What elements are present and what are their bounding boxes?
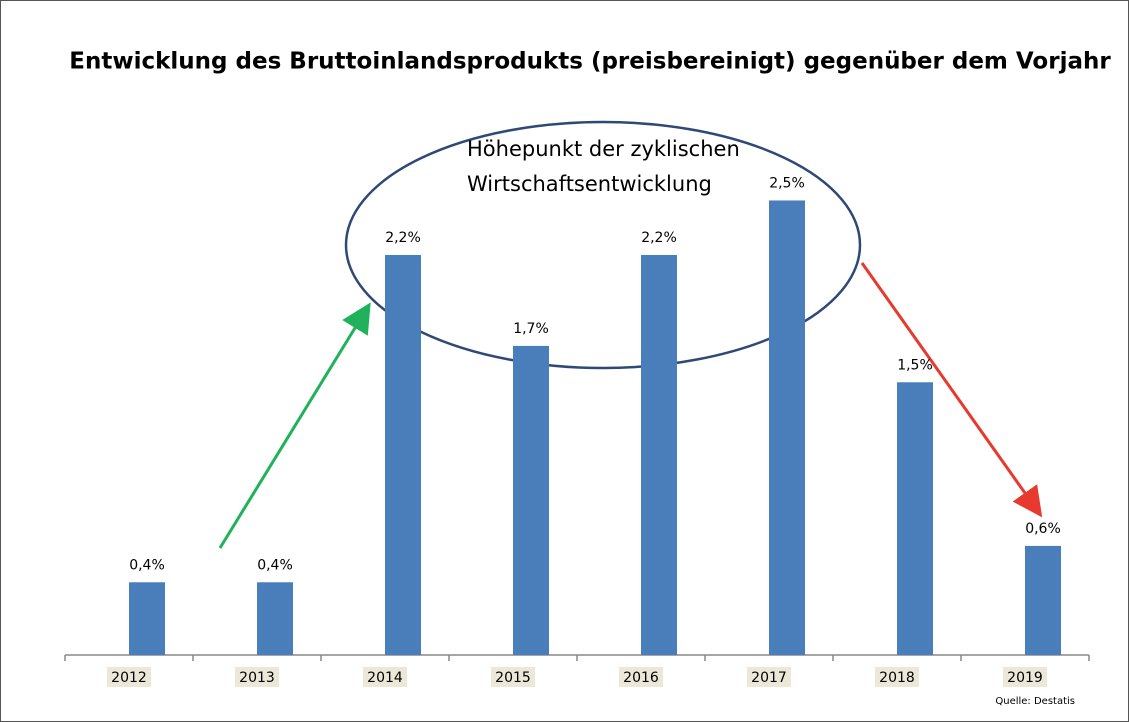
label-bg [619, 667, 663, 687]
label-bg [875, 667, 919, 687]
label-bg [235, 667, 279, 687]
bar [385, 255, 421, 655]
value-label: 2,2% [641, 230, 677, 246]
x-tick-label: 2013 [239, 670, 275, 686]
value-label: 0,4% [129, 557, 165, 573]
bar [1025, 545, 1061, 655]
value-label: 2,5% [769, 175, 805, 191]
x-tick-label: 2014 [367, 670, 403, 686]
x-tick-label: 2018 [879, 670, 915, 686]
highlight-ellipse [344, 120, 862, 370]
x-tick-label: 2019 [1007, 670, 1043, 686]
value-label: 2,2% [385, 230, 421, 246]
bar [897, 382, 933, 655]
value-label: 1,7% [513, 321, 549, 337]
value-label: 1,5% [897, 357, 933, 373]
x-tick-label: 2015 [495, 670, 531, 686]
label-bg [1003, 667, 1047, 687]
x-tick-label: 2017 [751, 670, 787, 686]
label-bg [747, 667, 791, 687]
chart-title: Entwicklung des Bruttoinlandsprodukts (p… [69, 49, 1111, 75]
annotation: Höhepunkt der zyklischen [467, 137, 740, 161]
rise-arrow [218, 302, 371, 549]
bar [513, 345, 549, 655]
source: Quelle: Destatis [995, 696, 1075, 707]
value-label: 0,6% [1025, 521, 1061, 537]
value-label: 0,4% [257, 557, 293, 573]
label-bg [107, 667, 151, 687]
annotation: Wirtschaftsentwicklung [467, 172, 712, 196]
bar [769, 200, 805, 656]
bar [129, 582, 165, 655]
x-tick-label: 2012 [111, 670, 147, 686]
bar [641, 255, 677, 655]
bar [257, 582, 293, 655]
fall-arrow [860, 262, 1043, 518]
x-tick-label: 2016 [623, 670, 659, 686]
label-bg [363, 667, 407, 687]
label-bg [491, 667, 535, 687]
